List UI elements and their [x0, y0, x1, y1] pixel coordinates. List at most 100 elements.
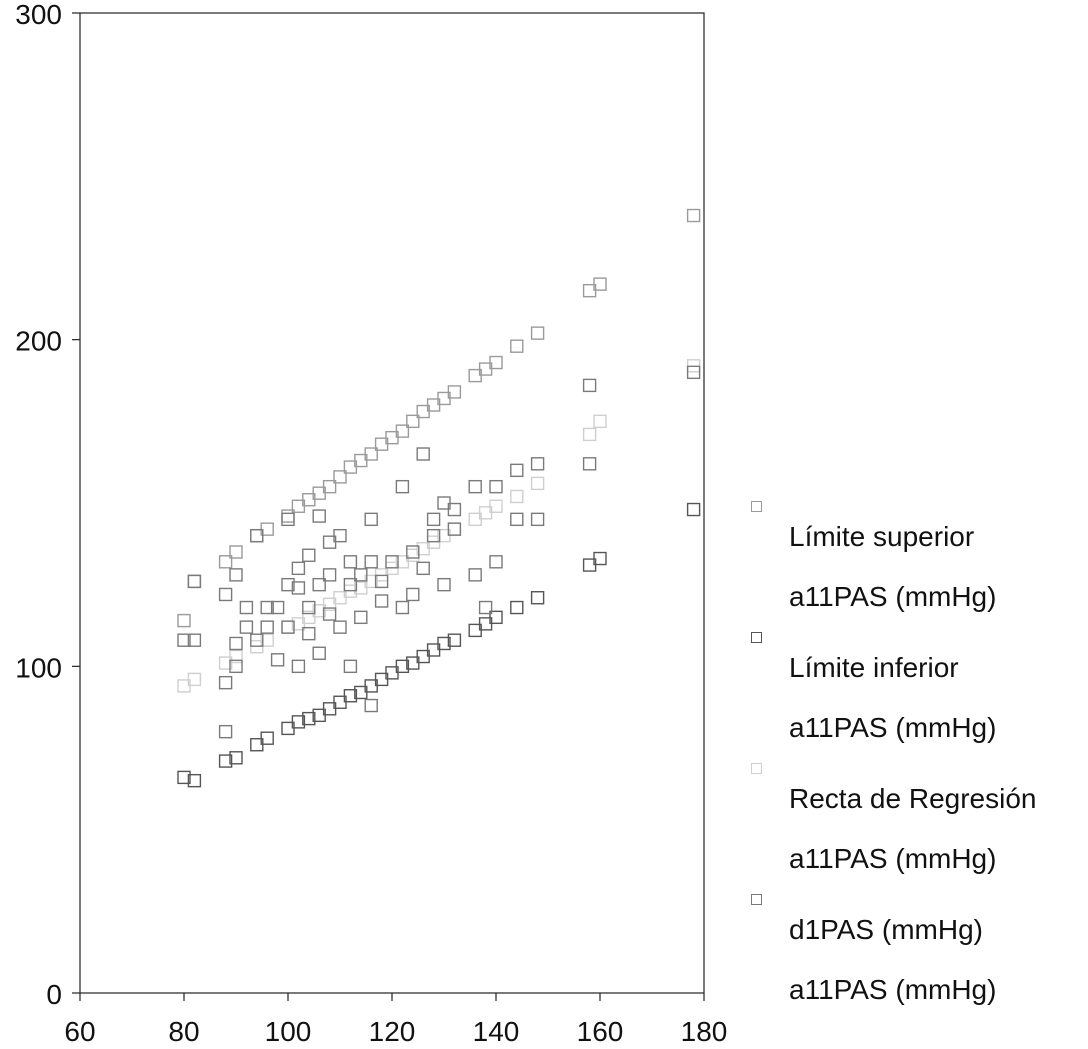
data-point — [582, 378, 597, 393]
data-point — [177, 613, 191, 628]
legend-item: d1PAS (mmHg) a11PAS (mmHg) — [745, 888, 1085, 1019]
legend-item: Límite superior a11PAS (mmHg) — [745, 495, 1085, 626]
data-point — [239, 620, 254, 634]
data-point — [510, 339, 524, 353]
legend-label-line: a11PAS (mmHg) — [789, 581, 997, 612]
data-point — [343, 555, 358, 569]
data-point — [489, 555, 503, 569]
data-point — [187, 633, 202, 647]
data-point — [593, 551, 607, 566]
data-point — [385, 555, 399, 569]
data-point — [489, 355, 503, 370]
data-point — [229, 568, 243, 582]
data-point — [177, 770, 191, 785]
data-point — [291, 715, 306, 729]
legend-label: Límite superior a11PAS (mmHg) — [789, 507, 996, 627]
data-point — [447, 385, 462, 399]
data-point — [291, 659, 306, 674]
legend-label-line: a11PAS (mmHg) — [789, 843, 997, 874]
legend-item: Recta de Regresión a11PAS (mmHg) — [745, 757, 1085, 888]
data-point — [302, 600, 316, 615]
data-point — [229, 751, 243, 765]
data-point — [281, 620, 295, 634]
x-tick-label: 140 — [473, 1016, 520, 1047]
y-tick-label: 100 — [15, 652, 62, 683]
data-point — [468, 568, 482, 582]
legend-label-line: Recta de Regresión — [789, 783, 1037, 814]
data-point — [187, 672, 202, 687]
data-point — [281, 577, 295, 592]
data-point — [302, 548, 316, 562]
data-point — [302, 711, 316, 726]
data-point — [177, 633, 191, 647]
data-point — [260, 731, 274, 745]
data-point — [322, 568, 337, 582]
legend-label: Límite inferior a11PAS (mmHg) — [789, 638, 996, 758]
data-point — [218, 754, 233, 768]
data-point — [468, 479, 482, 494]
x-tick-label: 160 — [577, 1016, 624, 1047]
data-point — [281, 512, 295, 527]
data-point — [187, 773, 202, 788]
data-point — [229, 659, 243, 674]
data-point — [530, 591, 545, 605]
tick-labels: 60 80 100 120 140 160 180 0 100 200 300 — [15, 0, 727, 1047]
data-point — [406, 414, 420, 429]
data-point — [250, 633, 264, 647]
data-point — [218, 724, 233, 739]
data-point — [530, 512, 545, 527]
data-point — [510, 463, 524, 478]
data-point — [510, 512, 524, 527]
series-3 — [177, 365, 701, 739]
data-point — [364, 555, 378, 569]
data-point — [686, 208, 701, 223]
data-point — [395, 479, 410, 494]
x-tick-label: 60 — [64, 1016, 95, 1047]
data-point — [187, 574, 202, 589]
legend-label-line: a11PAS (mmHg) — [789, 712, 997, 743]
data-point — [343, 659, 358, 674]
axes — [72, 12, 705, 1001]
data-point — [322, 607, 337, 621]
x-tick-label: 180 — [681, 1016, 728, 1047]
x-tick-label: 80 — [168, 1016, 199, 1047]
data-point — [582, 427, 597, 442]
data-point — [530, 457, 545, 471]
data-point — [354, 610, 368, 625]
y-tick-label: 300 — [15, 0, 62, 30]
data-point — [218, 587, 233, 602]
data-point — [312, 577, 326, 592]
legend-label-line: Límite inferior — [789, 652, 959, 683]
data-point — [260, 600, 274, 615]
data-point — [312, 646, 326, 660]
legend-swatch — [751, 632, 762, 643]
x-tick-label: 100 — [265, 1016, 312, 1047]
data-point — [260, 620, 274, 634]
data-point — [312, 509, 326, 523]
y-tick-label: 0 — [46, 979, 62, 1010]
data-point — [395, 424, 410, 438]
data-point — [530, 476, 545, 491]
legend-item: Límite inferior a11PAS (mmHg) — [745, 626, 1085, 757]
data-point — [322, 479, 337, 494]
data-point — [354, 568, 368, 582]
data-point — [489, 610, 503, 625]
data-point — [187, 574, 202, 589]
data-point — [229, 649, 243, 664]
data-point — [343, 577, 358, 592]
data-point — [406, 587, 420, 602]
data-point — [364, 698, 378, 713]
data-point — [291, 561, 306, 576]
legend-label: d1PAS (mmHg) a11PAS (mmHg) — [789, 900, 996, 1020]
data-point — [489, 479, 503, 494]
data-point — [510, 600, 524, 615]
legend-swatch — [751, 763, 762, 774]
data-points — [177, 208, 701, 788]
data-point — [374, 574, 389, 589]
legend: Límite superior a11PAS (mmHg) Límite infer… — [745, 495, 1085, 1019]
data-point — [229, 636, 243, 651]
data-point — [447, 633, 462, 647]
data-point — [333, 620, 347, 634]
data-point — [437, 577, 451, 592]
